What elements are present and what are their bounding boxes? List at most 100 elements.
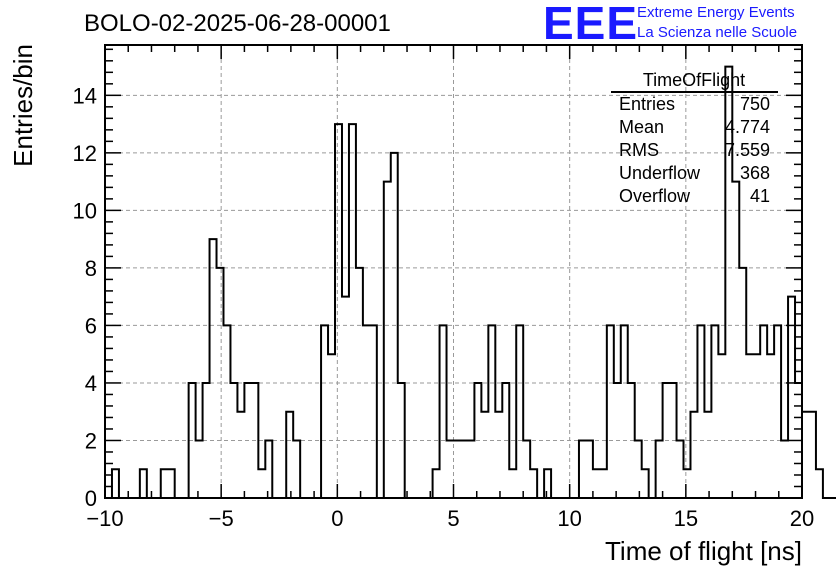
histogram-bin	[816, 469, 823, 498]
histogram-bin	[223, 325, 230, 498]
histogram-bin	[621, 325, 628, 498]
histogram-bin	[488, 325, 495, 498]
histogram-bin	[509, 469, 516, 498]
histogram-bin	[656, 440, 663, 498]
stats-row-label: Entries	[619, 94, 675, 114]
x-tick-label: 5	[447, 506, 459, 531]
histogram-bin	[363, 325, 370, 498]
histogram-bin	[635, 440, 642, 498]
histogram-bin	[328, 354, 335, 498]
stats-box-title: TimeOfFlight	[643, 70, 745, 90]
stats-row-label: Overflow	[619, 186, 691, 206]
histogram-bin	[809, 412, 816, 498]
stats-row-label: Underflow	[619, 163, 701, 183]
histogram-bin	[196, 440, 203, 498]
x-tick-label: −10	[86, 506, 123, 531]
histogram-bin	[718, 354, 725, 498]
histogram-bin	[690, 412, 697, 498]
logo-line-2: La Scienza nelle Scuole	[637, 24, 798, 41]
histogram-bin	[293, 440, 300, 498]
histogram-bin	[767, 354, 774, 498]
x-axis-label: Time of flight [ns]	[605, 536, 802, 566]
stats-row-value: 41	[750, 186, 770, 206]
histogram-bin	[286, 412, 293, 498]
histogram-series	[105, 65, 836, 499]
histogram-bin	[265, 440, 272, 498]
x-tick-label: 10	[557, 506, 581, 531]
stats-row-value: 4.774	[725, 117, 770, 137]
axis-ticks	[104, 45, 803, 499]
histogram-bin	[440, 325, 447, 498]
histogram-bin	[495, 412, 502, 498]
histogram-bin	[349, 124, 356, 498]
histogram-bin	[384, 182, 391, 498]
histogram-bin	[210, 239, 217, 498]
histogram-bin	[447, 440, 454, 498]
grid-lines	[105, 45, 802, 498]
histogram-bin	[593, 469, 600, 498]
y-axis-label: Entries/bin	[8, 44, 38, 167]
eee-logo: EEE	[543, 0, 639, 49]
histogram-bin	[335, 124, 342, 498]
histogram-bin	[454, 440, 461, 498]
y-tick-label: 14	[73, 83, 97, 108]
histogram-bin	[481, 412, 488, 498]
histogram-bin	[732, 182, 739, 498]
x-tick-label: 0	[331, 506, 343, 531]
histogram-bin	[168, 469, 175, 498]
histogram-bin	[711, 325, 718, 498]
histogram-bin	[161, 469, 168, 498]
stats-row-value: 368	[740, 163, 770, 183]
histogram-bin	[781, 440, 788, 498]
stats-row-value: 750	[740, 94, 770, 114]
histogram-bin	[774, 325, 781, 498]
logo-line-1: Extreme Energy Events	[637, 4, 795, 21]
histogram-bin	[600, 469, 607, 498]
histogram-bin	[704, 412, 711, 498]
y-tick-label: 12	[73, 141, 97, 166]
histogram-bin	[544, 469, 551, 498]
stats-row-value: 7.559	[725, 140, 770, 160]
histogram-bin	[586, 440, 593, 498]
histogram-line	[105, 65, 836, 499]
histogram-bin	[237, 412, 244, 498]
histogram-bin	[579, 440, 586, 498]
tick-labels: −10 −5 0 5 10 15 20 0 2 4 6 8 10 12 14	[73, 83, 815, 531]
histogram-bin	[642, 469, 649, 498]
histogram-bin	[140, 469, 147, 498]
y-tick-label: 6	[85, 313, 97, 338]
stats-row-label: Mean	[619, 117, 664, 137]
histogram-bin	[258, 469, 265, 498]
histogram-bin	[523, 440, 530, 498]
x-tick-label: 15	[674, 506, 698, 531]
histogram-bin	[802, 412, 809, 498]
y-tick-label: 0	[85, 486, 97, 511]
x-tick-label: −5	[209, 506, 234, 531]
histogram-bin	[697, 325, 704, 498]
x-tick-label: 20	[790, 506, 814, 531]
histogram-bin	[112, 469, 119, 498]
stats-row-label: RMS	[619, 140, 659, 160]
histogram-bin	[753, 354, 760, 498]
histogram-bin	[370, 325, 377, 498]
histogram-bin	[788, 297, 795, 498]
histogram-bin	[760, 325, 767, 498]
histogram-bin	[467, 440, 474, 498]
stats-box: TimeOfFlight Entries 750 Mean 4.774 RMS 7.559…	[611, 70, 778, 206]
y-tick-label: 4	[85, 371, 97, 396]
run-title: BOLO-02-2025-06-28-00001	[84, 10, 391, 37]
histogram-bin	[516, 325, 523, 498]
histogram-bin	[684, 469, 691, 498]
histogram-bin	[746, 354, 753, 498]
y-tick-label: 8	[85, 256, 97, 281]
histogram-bin	[677, 440, 684, 498]
histogram-bin	[530, 469, 537, 498]
histogram-bin	[460, 440, 467, 498]
histogram-bin	[607, 325, 614, 498]
histogram-bin	[342, 297, 349, 498]
y-tick-label: 2	[85, 428, 97, 453]
histogram-bin	[433, 469, 440, 498]
y-tick-label: 10	[73, 198, 97, 223]
histogram-bin	[321, 325, 328, 498]
